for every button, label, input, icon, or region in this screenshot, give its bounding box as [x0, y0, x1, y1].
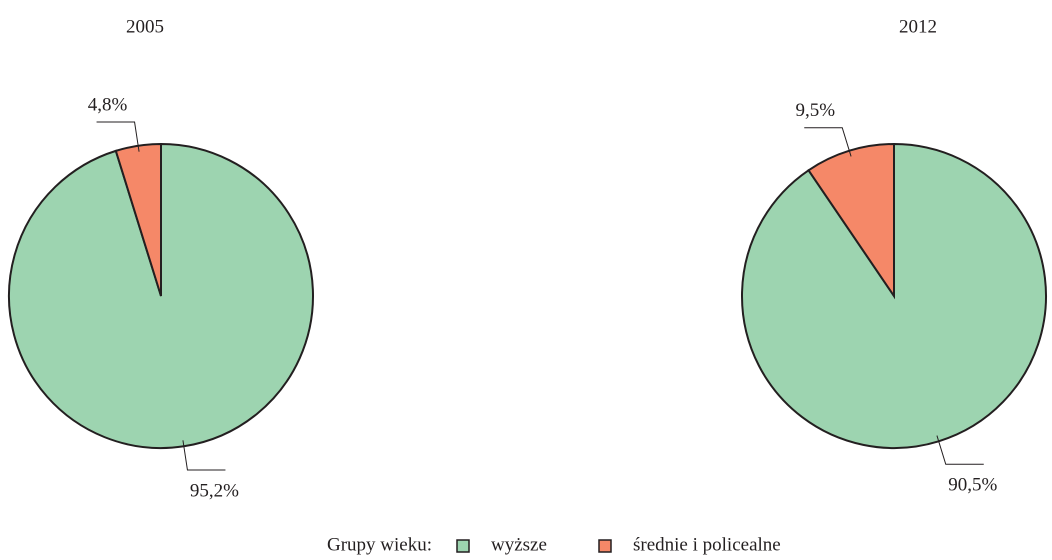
chart-title: 2005	[126, 16, 164, 37]
legend-swatch	[456, 539, 470, 553]
leader-line	[936, 435, 984, 465]
leader-line	[804, 127, 852, 157]
leader-line	[182, 440, 226, 471]
chart-title: 2012	[899, 16, 937, 37]
data-label: 4,8%	[88, 94, 128, 115]
leader-line	[96, 121, 140, 152]
legend-title: Grupy wieku:	[327, 534, 432, 555]
data-label: 9,5%	[795, 100, 835, 121]
data-label: 90,5%	[948, 475, 997, 496]
legend-label: średnie i policealne	[633, 534, 781, 555]
legend-label: wyższe	[491, 534, 547, 555]
data-label: 95,2%	[190, 480, 239, 501]
legend-swatch	[598, 539, 612, 553]
